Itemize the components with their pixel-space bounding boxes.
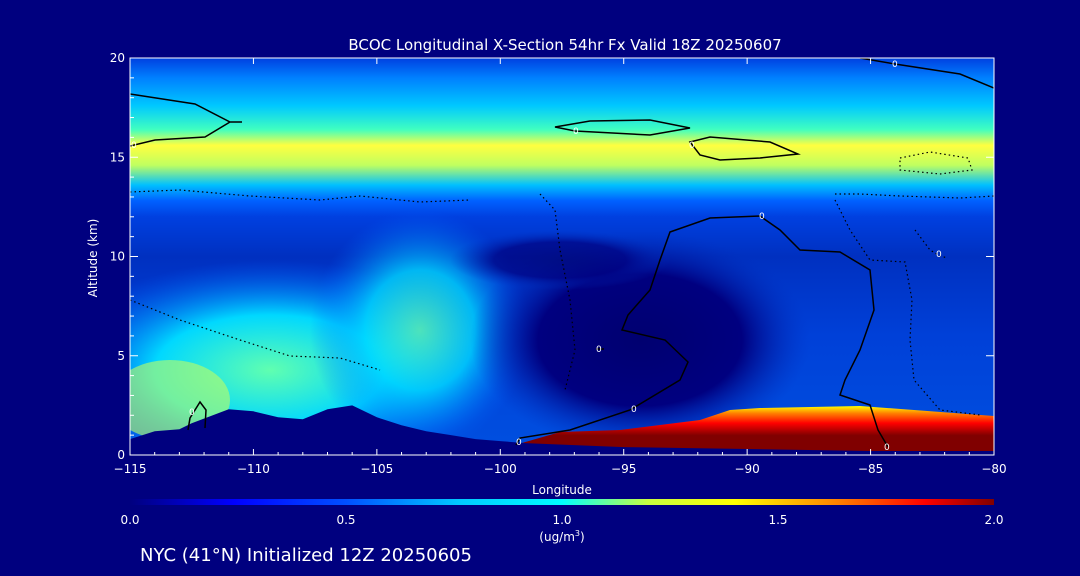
upper-low-concentration <box>450 230 670 290</box>
x-tick-label: −80 <box>981 462 1006 476</box>
contour-lines <box>130 58 994 448</box>
footer-caption: NYC (41°N) Initialized 12Z 20250605 <box>140 545 472 566</box>
x-tick-label: −110 <box>237 462 270 476</box>
y-tick-label: 5 <box>117 349 125 363</box>
y-axis: 0 5 10 15 20 <box>110 51 994 462</box>
y-axis-label: Altitude (km) <box>86 219 100 298</box>
colorbar-ticks: 0.0 0.5 1.0 1.5 2.0 <box>120 513 1003 527</box>
contour-value-labels: 0 0 0 0 0 0 0 0 0 0 0 <box>131 60 942 453</box>
colorbar <box>130 499 994 505</box>
x-tick-label: −95 <box>611 462 636 476</box>
contour-label: 0 <box>131 141 137 151</box>
contour-label: 0 <box>189 408 195 418</box>
contour-label: 0 <box>884 443 890 453</box>
contour-label: 0 <box>689 141 695 151</box>
x-tick-label: −100 <box>484 462 517 476</box>
chart-title: BCOC Longitudinal X-Section 54hr Fx Vali… <box>348 36 781 54</box>
y-tick-label: 0 <box>117 448 125 462</box>
x-tick-label: −115 <box>114 462 147 476</box>
colorbar-tick-label: 1.0 <box>552 513 571 527</box>
x-tick-label: −85 <box>858 462 883 476</box>
contour-label: 0 <box>892 60 898 70</box>
colorbar-tick-label: 2.0 <box>984 513 1003 527</box>
contour-label: 0 <box>596 345 602 355</box>
terrain-mask <box>130 405 994 455</box>
contour-label: 0 <box>936 250 942 260</box>
colorbar-tick-label: 1.5 <box>768 513 787 527</box>
dotted-contour-lines <box>130 151 994 416</box>
y-tick-label: 20 <box>110 51 125 65</box>
y-tick-label: 15 <box>110 150 125 164</box>
x-axis-label: Longitude <box>532 483 592 497</box>
x-tick-label: −90 <box>734 462 759 476</box>
x-tick-label: −105 <box>360 462 393 476</box>
colorbar-tick-label: 0.5 <box>336 513 355 527</box>
heatmap-field: 0 0 0 0 0 0 0 0 0 0 0 <box>130 58 994 455</box>
colorbar-tick-label: 0.0 <box>120 513 139 527</box>
contour-label: 0 <box>573 127 579 137</box>
colorbar-unit: (ug/m3) <box>539 529 584 544</box>
contour-label: 0 <box>631 405 637 415</box>
y-tick-label: 10 <box>110 250 125 264</box>
contour-label: 0 <box>759 212 765 222</box>
x-axis: −115 −110 −105 −100 −95 −90 −85 −80 <box>114 58 1007 476</box>
contour-label: 0 <box>516 438 522 448</box>
